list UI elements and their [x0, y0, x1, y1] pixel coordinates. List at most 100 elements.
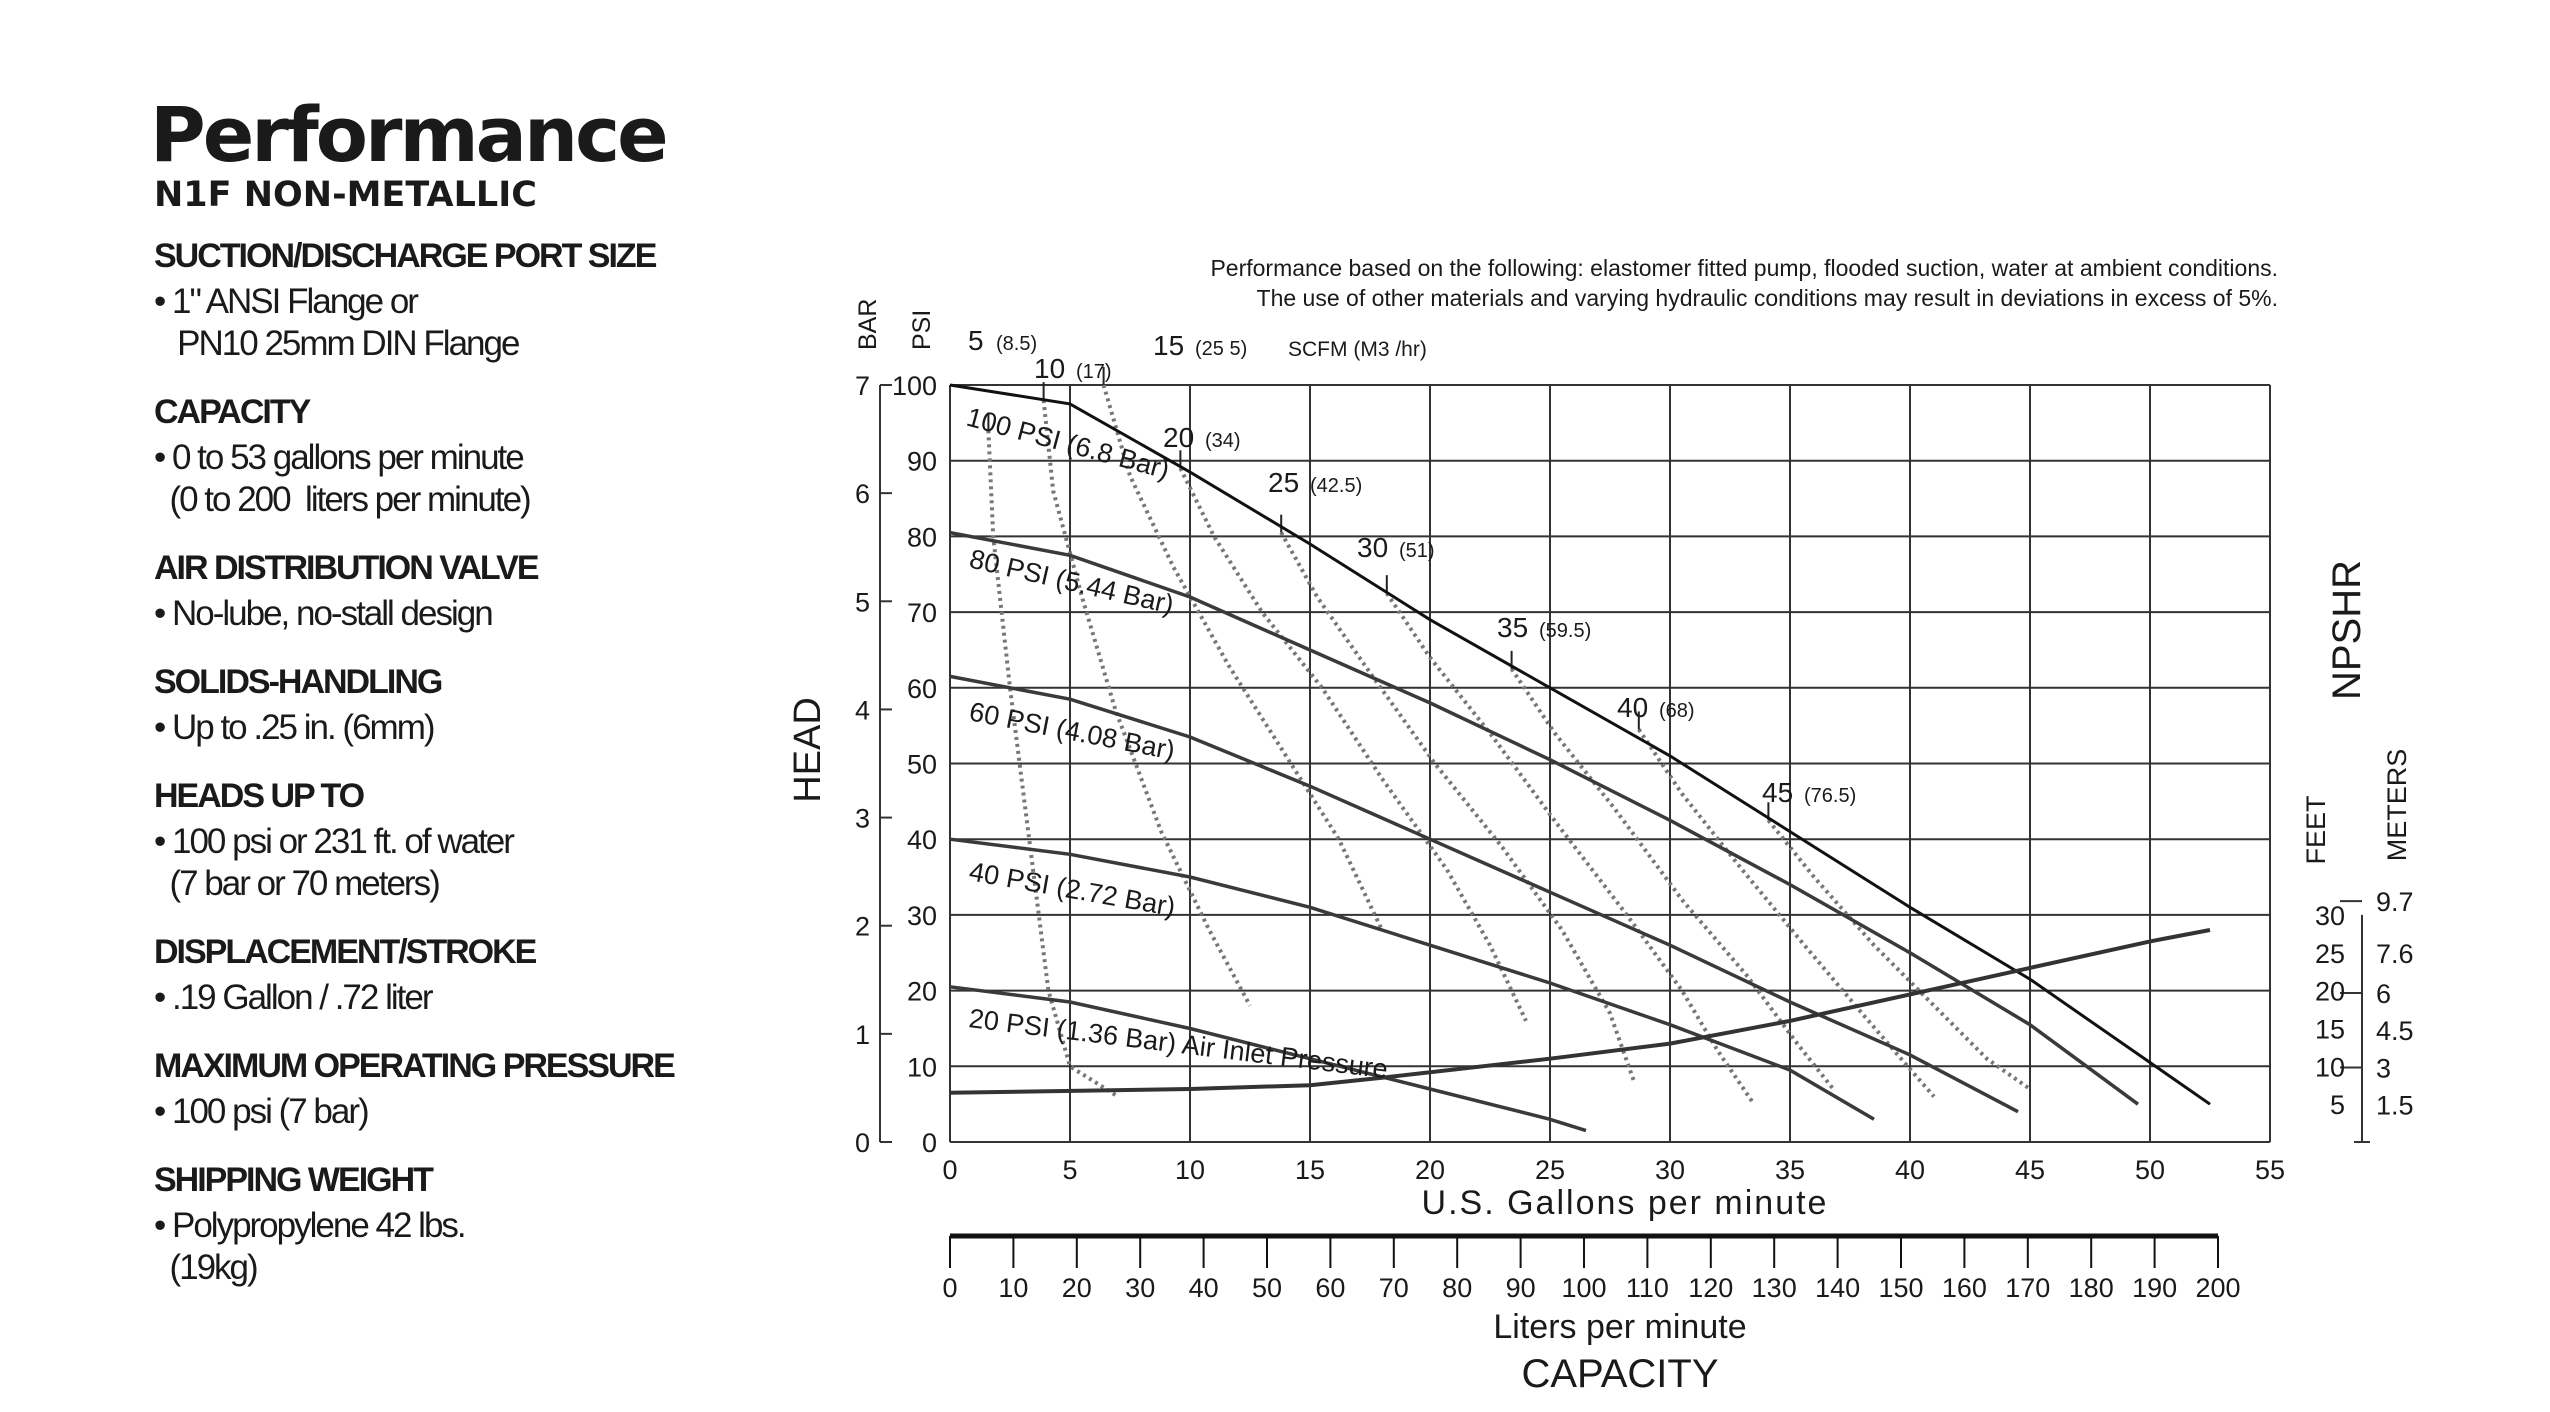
- y-tick-label: 60: [907, 674, 937, 704]
- pressure-curve: [949, 674, 2019, 1114]
- lpm-tick-label: 30: [1125, 1273, 1155, 1303]
- lpm-tick-label: 130: [1752, 1273, 1797, 1303]
- bar-tick-label: 4: [855, 695, 870, 725]
- lpm-tick-label: 70: [1379, 1273, 1409, 1303]
- x-tick-label: 30: [1655, 1155, 1685, 1185]
- lpm-tick-label: 180: [2069, 1273, 2114, 1303]
- scfm-curve: [1101, 384, 1384, 931]
- pressure-curve: [949, 985, 1587, 1133]
- spec-heading: SHIPPING WEIGHT: [154, 1161, 434, 1199]
- x-tick-label: 0: [942, 1155, 957, 1185]
- y-tick-label: 100: [892, 371, 937, 401]
- npshr-feet-tick-label: 20: [2315, 977, 2345, 1007]
- x-tick-label: 45: [2015, 1155, 2045, 1185]
- lpm-tick-label: 10: [998, 1273, 1028, 1303]
- spec-sections: SUCTION/DISCHARGE PORT SIZE • 1" ANSI Fla…: [150, 237, 750, 1289]
- scfm-label: SCFM (M3 /hr): [1288, 338, 1427, 361]
- pressure-curve-label: 60 PSI (4.08 Bar): [967, 696, 1178, 765]
- scfm-curve: [1178, 467, 1528, 1022]
- bar-tick-label: 3: [855, 804, 870, 834]
- x-tick-label: 35: [1775, 1155, 1805, 1185]
- y-tick-label: 10: [907, 1052, 937, 1082]
- lpm-tick-label: 80: [1442, 1273, 1472, 1303]
- scfm-curve-m3hr: (68): [1659, 700, 1695, 722]
- bar-tick-label: 5: [855, 587, 870, 617]
- lpm-tick-label: 0: [942, 1273, 957, 1303]
- scfm-curve-label: 10: [1034, 353, 1065, 384]
- bar-tick-label: 6: [855, 479, 870, 509]
- lpm-tick-label: 160: [1942, 1273, 1987, 1303]
- chart-curves: [949, 367, 2211, 1133]
- chart-grid: [949, 384, 2271, 1143]
- lpm-tick-label: 170: [2005, 1273, 2050, 1303]
- x-tick-label: 55: [2255, 1155, 2285, 1185]
- scfm-curve: [1279, 531, 1636, 1083]
- pressure-curve-label: 20 PSI (1.36 Bar) Air Inlet Pressure: [967, 1003, 1389, 1084]
- chart-labels: 0 5 10 15 20 25 30 35 40 45 50 55010203040506070809…: [787, 255, 2414, 1396]
- scfm-curve-label: 35: [1497, 612, 1528, 643]
- bar-tick-label: 1: [855, 1020, 870, 1050]
- npshr-meter-tick-label: 9.7: [2376, 887, 2414, 917]
- y-tick-label: 20: [907, 977, 937, 1007]
- pressure-curve: [949, 837, 1875, 1121]
- pressure-curve-label: 40 PSI (2.72 Bar): [967, 856, 1178, 922]
- spec-value: • Polypropylene 42 lbs.: [154, 1206, 467, 1245]
- spec-value: (0 to 200 liters per minute): [154, 480, 531, 519]
- scfm-curve: [986, 430, 1120, 1099]
- lpm-tick-label: 100: [1561, 1273, 1606, 1303]
- performance-note: The use of other materials and varying h…: [1257, 285, 2278, 311]
- feet-label: FEET: [2301, 795, 2331, 864]
- npshr-curve: [949, 928, 2211, 1095]
- pressure-curve: [949, 383, 2211, 1106]
- scfm-curve-m3hr: (8.5): [996, 333, 1037, 355]
- npshr-feet-tick-label: 15: [2315, 1014, 2345, 1044]
- x-tick-label: 50: [2135, 1155, 2165, 1185]
- lpm-tick-label: 150: [1878, 1273, 1923, 1303]
- performance-note: Performance based on the following: elas…: [1210, 255, 2278, 281]
- scfm-curve-label: 40: [1617, 692, 1648, 723]
- npshr-feet-tick-label: 10: [2315, 1052, 2345, 1082]
- page-title: Performance: [150, 90, 669, 179]
- bar-tick-label: 7: [855, 371, 870, 401]
- npshr-meter-tick-label: 3: [2376, 1053, 2391, 1083]
- spec-heading: MAXIMUM OPERATING PRESSURE: [154, 1047, 676, 1085]
- meters-label: METERS: [2382, 749, 2412, 862]
- npshr-label: NPSHR: [2325, 560, 2369, 700]
- scfm-curve-label: 25: [1268, 467, 1299, 498]
- scfm-curve-label: 45: [1762, 777, 1793, 808]
- y-tick-label: 30: [907, 901, 937, 931]
- scfm-curve-m3hr: (17): [1076, 361, 1112, 383]
- x-tick-label: 25: [1535, 1155, 1565, 1185]
- scfm-curve: [1509, 667, 1835, 1091]
- y-tick-label: 50: [907, 750, 937, 780]
- spec-heading: AIR DISTRIBUTION VALVE: [154, 549, 540, 587]
- scfm-curve-m3hr: (25 5): [1195, 338, 1247, 360]
- spec-value: • 0 to 53 gallons per minute: [154, 438, 525, 477]
- spec-heading: CAPACITY: [154, 393, 311, 431]
- lpm-axis-label: Liters per minute: [1493, 1308, 1746, 1346]
- npshr-feet-tick-label: 5: [2330, 1090, 2345, 1120]
- npshr-meter-tick-label: 7.6: [2376, 939, 2414, 969]
- spec-section: CAPACITY • 0 to 53 gallons per minute (0 …: [150, 393, 750, 521]
- npshr-meter-tick-label: 1.5: [2376, 1091, 2414, 1121]
- x-tick-label: 15: [1295, 1155, 1325, 1185]
- y-tick-label: 0: [922, 1128, 937, 1158]
- spec-heading: HEADS UP TO: [154, 777, 365, 815]
- spec-value: • No-lube, no-stall design: [154, 594, 494, 633]
- x-tick-label: 5: [1062, 1155, 1077, 1185]
- lpm-tick-label: 140: [1815, 1273, 1860, 1303]
- spec-value: (7 bar or 70 meters): [154, 864, 440, 903]
- lpm-tick-label: 90: [1506, 1273, 1536, 1303]
- spec-value: PN10 25mm DIN Flange: [154, 324, 520, 363]
- npshr-meter-tick-label: 4.5: [2376, 1016, 2414, 1046]
- spec-heading: SUCTION/DISCHARGE PORT SIZE: [154, 237, 657, 275]
- npshr-feet-tick-label: 30: [2315, 901, 2345, 931]
- y-tick-label: 40: [907, 825, 937, 855]
- bar-tick-label: 0: [855, 1128, 870, 1158]
- y-tick-label: 80: [907, 522, 937, 552]
- x-tick-label: 20: [1415, 1155, 1445, 1185]
- x-axis-label: U.S. Gallons per minute: [1422, 1184, 1829, 1222]
- lpm-tick-label: 60: [1315, 1273, 1345, 1303]
- scfm-curve-m3hr: (59.5): [1539, 620, 1591, 642]
- pressure-curve: [949, 530, 2140, 1106]
